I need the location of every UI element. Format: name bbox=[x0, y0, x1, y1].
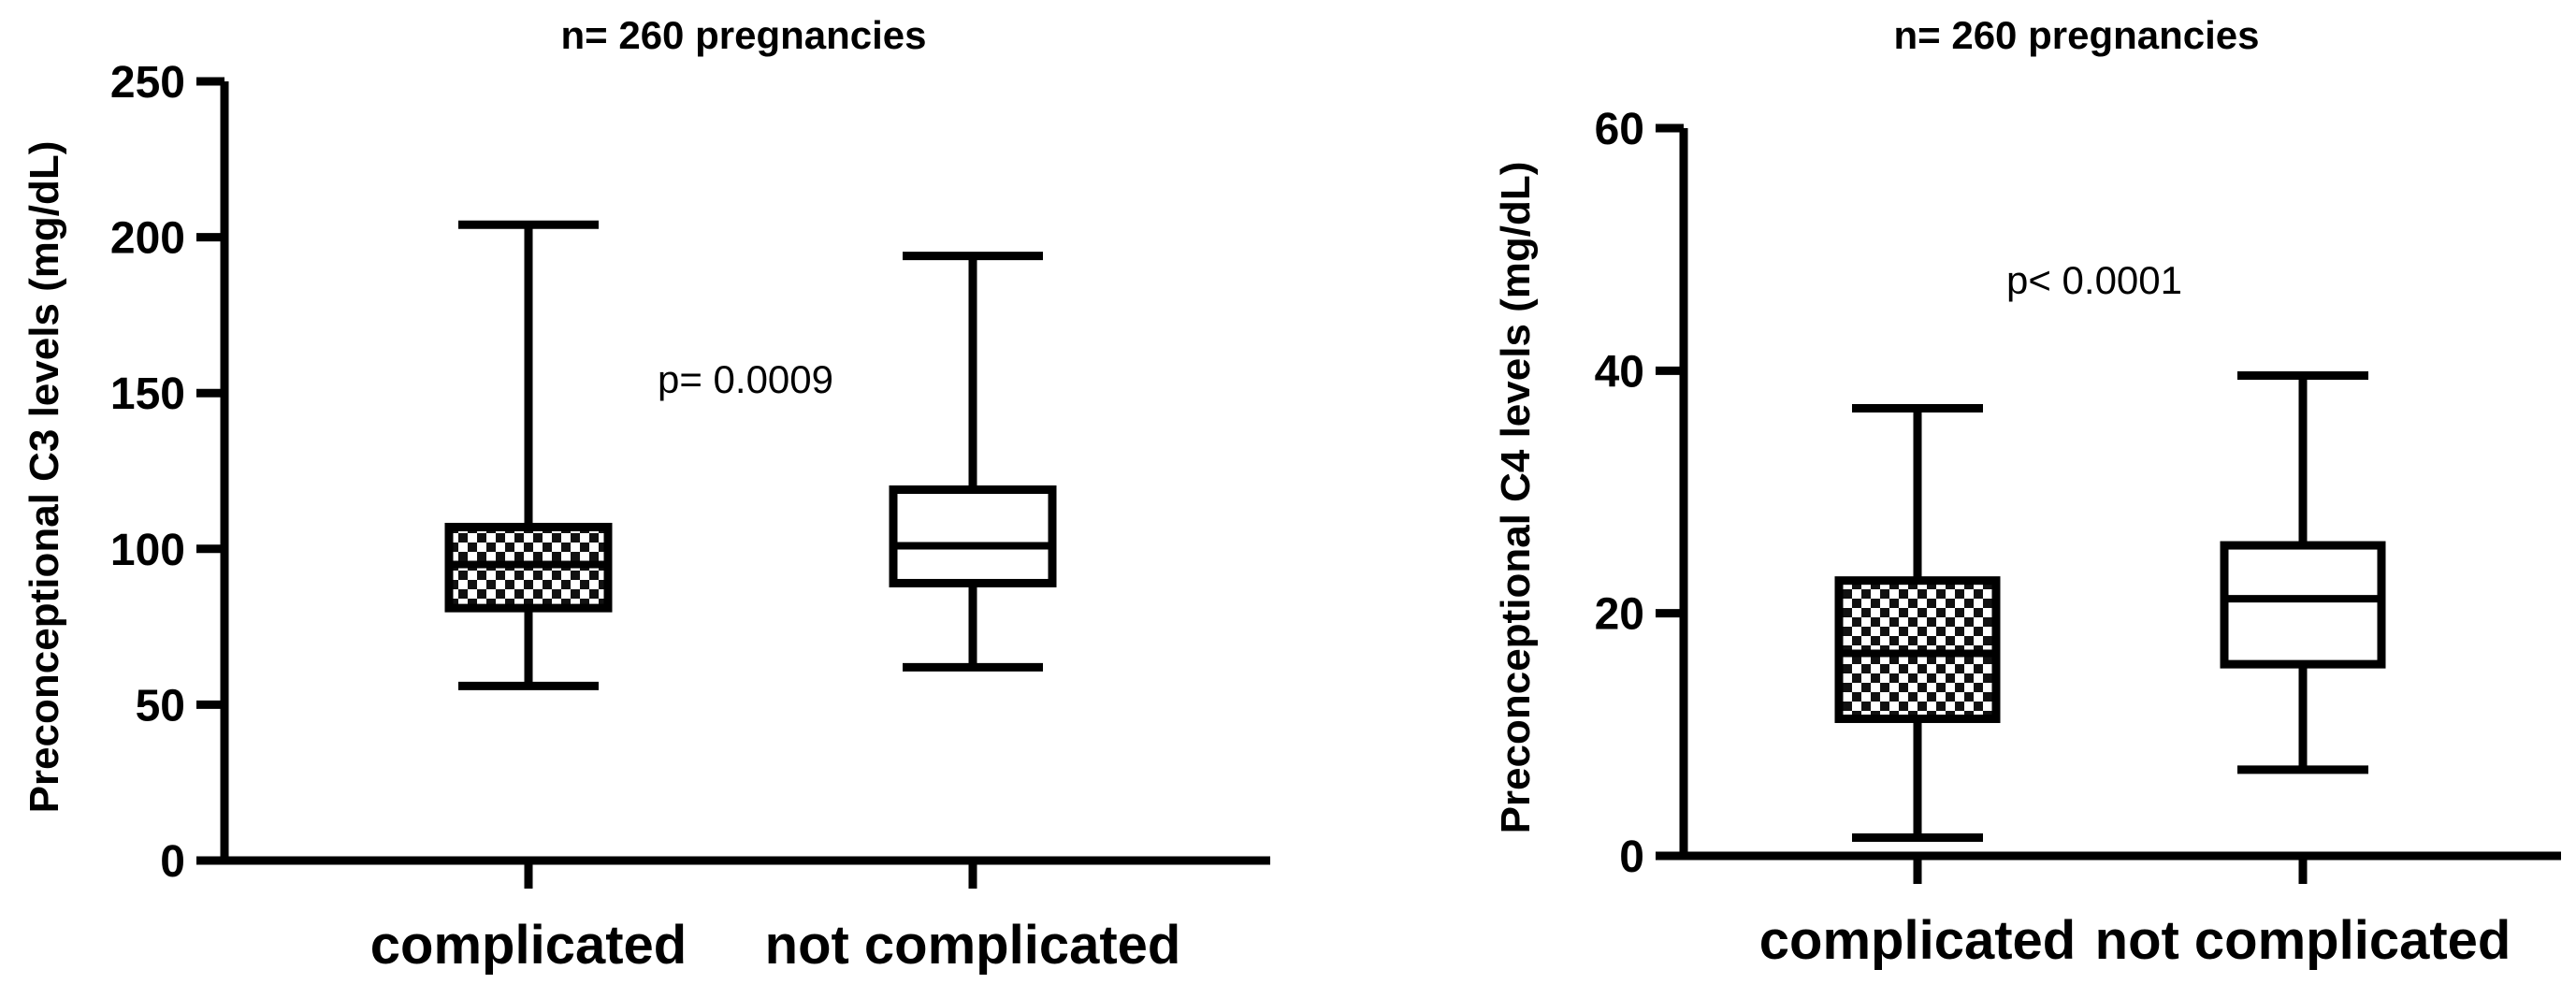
box-iqr bbox=[889, 485, 1057, 587]
x-tick-label: complicated bbox=[370, 915, 687, 976]
y-tick-label: 250 bbox=[110, 58, 185, 108]
box-iqr bbox=[2220, 541, 2386, 669]
y-tick-label: 40 bbox=[1595, 347, 1644, 397]
y-axis-label: Preconceptional C4 levels (mg/dL) bbox=[1493, 162, 1539, 834]
chart-title: n= 260 pregnancies bbox=[560, 13, 926, 57]
y-tick-label: 0 bbox=[1619, 832, 1644, 882]
c3-box-chart: n= 260 pregnancies Preconceptional C3 le… bbox=[22, 13, 1270, 976]
chart-title: n= 260 pregnancies bbox=[1893, 13, 2259, 57]
y-tick-label: 50 bbox=[136, 681, 185, 731]
p-value-annotation: p= 0.0009 bbox=[658, 357, 833, 401]
box-not-complicated bbox=[889, 252, 1057, 672]
box-complicated bbox=[444, 220, 613, 690]
y-tick-label: 60 bbox=[1595, 105, 1644, 154]
x-tick-label: not complicated bbox=[2095, 910, 2511, 971]
y-tick-label: 0 bbox=[160, 837, 185, 887]
box-not-complicated bbox=[2220, 371, 2386, 774]
y-tick-label: 150 bbox=[110, 369, 185, 419]
y-tick-label: 20 bbox=[1595, 590, 1644, 640]
p-value-annotation: p< 0.0001 bbox=[2006, 258, 2182, 302]
x-tick-label: not complicated bbox=[765, 915, 1181, 976]
c4-box-chart: n= 260 pregnancies Preconceptional C4 le… bbox=[1493, 13, 2561, 971]
y-tick-label: 100 bbox=[110, 526, 185, 575]
box-complicated bbox=[1834, 404, 2001, 843]
y-tick-label: 200 bbox=[110, 214, 185, 264]
x-tick-label: complicated bbox=[1759, 910, 2076, 971]
y-axis-label: Preconceptional C3 levels (mg/dL) bbox=[22, 141, 67, 814]
